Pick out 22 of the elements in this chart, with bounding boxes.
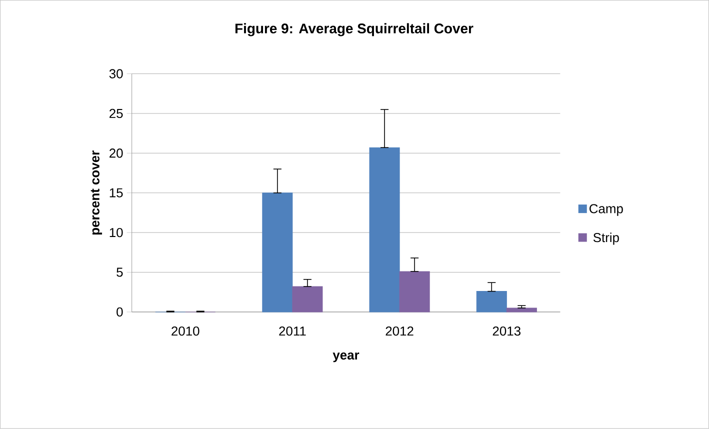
y-tick-label: 20 xyxy=(110,148,123,158)
chart-title: Figure 9: Average Squirreltail Cover xyxy=(235,23,474,36)
bar xyxy=(292,286,323,312)
x-tick-label: 2010 xyxy=(172,326,200,336)
bar xyxy=(506,308,537,312)
x-tick-label: 2011 xyxy=(279,326,306,336)
bar xyxy=(476,291,507,312)
y-tick-label: 10 xyxy=(110,228,123,238)
y-tick-label: 25 xyxy=(110,108,123,118)
x-axis-title: year xyxy=(332,352,360,362)
y-axis-title: percent cover xyxy=(90,150,102,235)
x-tick-label: 2013 xyxy=(492,326,520,336)
legend-label: Camp xyxy=(590,204,623,216)
bar xyxy=(399,271,430,312)
x-tick-label: 2012 xyxy=(386,326,414,336)
y-tick-label: 15 xyxy=(110,188,123,198)
y-tick-label: 30 xyxy=(109,69,123,78)
y-tick-label: 0 xyxy=(116,307,123,317)
legend-label: Strip xyxy=(593,232,619,245)
bar xyxy=(369,147,400,312)
y-tick-label: 5 xyxy=(116,268,123,277)
bar xyxy=(262,192,293,312)
